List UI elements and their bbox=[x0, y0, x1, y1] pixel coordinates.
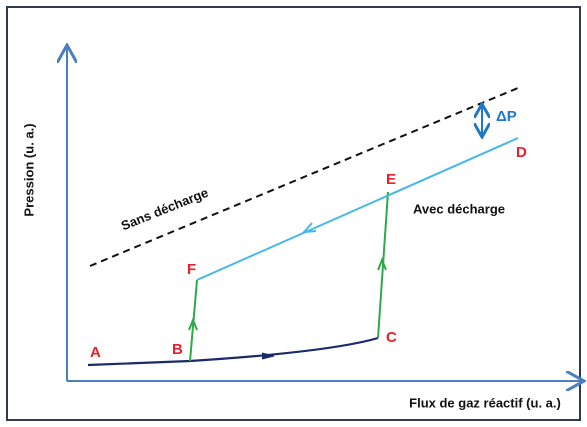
arrow bbox=[188, 317, 198, 331]
point-label: F bbox=[187, 261, 196, 278]
curve-label: Sans décharge bbox=[119, 185, 210, 234]
arrow bbox=[301, 222, 317, 234]
arrow bbox=[261, 352, 275, 360]
arrow bbox=[377, 257, 387, 271]
point-label: A bbox=[90, 344, 101, 361]
dashed-curve bbox=[89, 87, 519, 267]
point-label: E bbox=[386, 171, 396, 188]
y-axis-label: Pression (u. a.) bbox=[21, 123, 36, 216]
point-label: C bbox=[386, 329, 397, 346]
delta-label: ΔP bbox=[496, 108, 517, 125]
frame bbox=[6, 6, 581, 421]
x-axis-label: Flux de gaz réactif (u. a.) bbox=[409, 395, 561, 410]
upper-curve bbox=[196, 137, 519, 281]
curve-label: Avec décharge bbox=[413, 201, 505, 216]
point-label: D bbox=[516, 144, 527, 161]
point-label: B bbox=[172, 341, 183, 358]
lower-curve bbox=[87, 336, 379, 367]
